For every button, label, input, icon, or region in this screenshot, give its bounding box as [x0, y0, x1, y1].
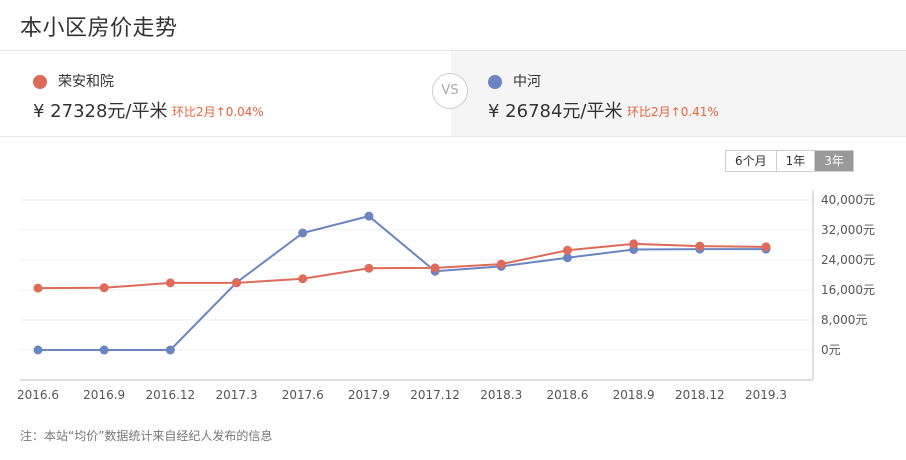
community-price: ¥ 27328元/平米	[33, 101, 168, 122]
y-tick-label: 0元	[821, 343, 841, 357]
data-point	[165, 345, 175, 355]
data-point	[496, 259, 506, 269]
y-tick-label: 32,000元	[821, 223, 875, 237]
data-point	[298, 228, 308, 238]
range-tab[interactable]: 1年	[775, 151, 815, 171]
x-tick-label: 2017.9	[348, 388, 390, 402]
vs-badge: VS	[432, 73, 468, 109]
series-line-compare	[38, 215, 766, 351]
x-tick-label: 2017.6	[282, 388, 324, 402]
data-point	[364, 263, 374, 273]
community-name: 荣安和院	[58, 74, 114, 90]
data-point	[562, 245, 572, 255]
x-tick-label: 2017.12	[410, 388, 460, 402]
series-line-community	[37, 242, 767, 290]
data-point	[165, 278, 175, 288]
data-point	[99, 283, 109, 293]
x-tick-label: 2018.3	[480, 388, 522, 402]
y-tick-label: 24,000元	[821, 253, 875, 267]
y-tick-label: 16,000元	[821, 283, 875, 297]
community-card-right: 中河 ¥ 26784元/平米 环比2月↑0.41%	[451, 51, 906, 136]
data-point	[761, 242, 771, 252]
comparison-panel: 荣安和院 ¥ 27328元/平米 环比2月↑0.04% 中河 ¥ 26784元/…	[0, 50, 906, 137]
month-change: 环比2月↑0.04%	[172, 105, 264, 119]
data-point	[562, 253, 572, 263]
range-tab[interactable]: 3年	[814, 151, 853, 171]
page-title: 本小区房价走势	[20, 16, 178, 41]
data-point	[364, 211, 374, 221]
x-tick-label: 2018.6	[546, 388, 588, 402]
data-point	[232, 278, 242, 288]
community-card-left: 荣安和院 ¥ 27328元/平米 环比2月↑0.04%	[0, 51, 451, 136]
data-point	[298, 274, 308, 284]
data-point	[629, 239, 639, 249]
compare-price: ¥ 26784元/平米	[488, 101, 623, 122]
x-tick-label: 2019.3	[745, 388, 787, 402]
compare-name: 中河	[513, 74, 541, 90]
data-point	[33, 283, 43, 293]
x-tick-label: 2018.12	[675, 388, 725, 402]
x-tick-label: 2016.6	[17, 388, 59, 402]
data-point	[695, 241, 705, 251]
data-point	[33, 345, 43, 355]
series-dot-icon	[488, 75, 502, 89]
compare-month-change: 环比2月↑0.41%	[627, 105, 719, 119]
range-tab[interactable]: 6个月	[726, 151, 776, 171]
data-point	[99, 345, 109, 355]
x-tick-label: 2016.12	[146, 388, 196, 402]
footnote: 注：本站“均价”数据统计来自经纪人发布的信息	[20, 429, 273, 443]
x-tick-label: 2016.9	[83, 388, 125, 402]
x-tick-label: 2017.3	[216, 388, 258, 402]
range-selector: 6个月 1年 3年	[725, 150, 854, 172]
series-dot-icon	[33, 75, 47, 89]
data-point	[430, 263, 440, 273]
y-tick-label: 8,000元	[821, 313, 867, 327]
y-tick-label: 40,000元	[821, 193, 875, 207]
x-tick-label: 2018.9	[613, 388, 655, 402]
